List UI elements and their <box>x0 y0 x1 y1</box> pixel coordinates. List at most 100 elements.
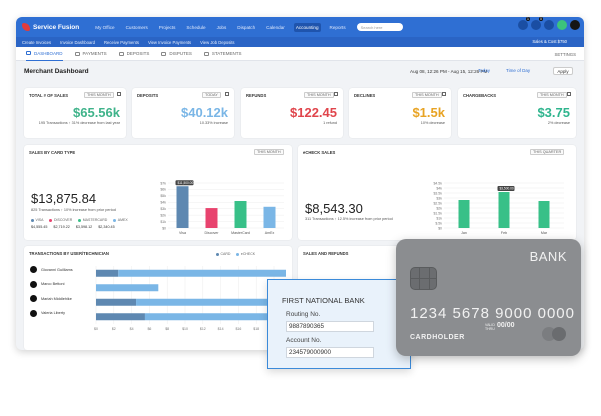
kpi-dropdown[interactable]: TODAY <box>202 92 221 98</box>
legend-item-discover: DISCOVER <box>49 218 72 222</box>
export-icon[interactable] <box>442 92 446 96</box>
nav-jobs[interactable]: Jobs <box>216 24 227 30</box>
y-tick-label: $4k <box>160 201 166 205</box>
y-tick-label: $7k <box>160 181 166 185</box>
bar-jan[interactable] <box>458 200 470 228</box>
nav-my-office[interactable]: My Office <box>95 24 115 30</box>
notifications-icon[interactable]: 1 <box>518 17 530 30</box>
bar-amex[interactable] <box>263 206 276 228</box>
x-tick-label: $2 <box>112 327 116 331</box>
panel-title: TRANSACTIONS BY USER/TECHNICIAN <box>29 251 109 256</box>
x-tick-label: AmEx <box>265 231 275 235</box>
network-circle-right <box>552 327 566 341</box>
subnav-create-invoices[interactable]: Create Invoices <box>22 39 52 45</box>
bar-card[interactable] <box>96 313 145 321</box>
nav-reports[interactable]: Reports <box>329 24 346 30</box>
bar-card[interactable] <box>96 269 119 277</box>
subnav-receive-payments[interactable]: Receive Payments <box>104 39 139 45</box>
avatar[interactable] <box>570 20 580 30</box>
subnav-view-invoice-payments[interactable]: View Invoice Payments <box>147 39 192 45</box>
subnav-invoice-dashboard[interactable]: Invoice Dashboard <box>60 39 96 45</box>
search-input[interactable]: Search here <box>356 23 403 31</box>
phone-icon[interactable] <box>544 20 554 30</box>
export-icon[interactable] <box>334 92 338 96</box>
x-tick-label: $4 <box>130 327 134 331</box>
kpi-deposits: DEPOSITS TODAY $40.12k 10.33% increase <box>132 88 234 138</box>
kpi-sub: 2% decrease <box>547 121 570 125</box>
nav-calendar[interactable]: Calendar <box>266 24 285 30</box>
bar-echeck[interactable] <box>144 313 274 321</box>
export-icon[interactable] <box>117 92 121 96</box>
status-icon[interactable] <box>557 20 567 30</box>
tab-payments[interactable]: PAYMENTS <box>74 47 107 61</box>
user-row[interactable]: Mariah Middlehike <box>30 295 72 302</box>
subnav-view-job-deposits[interactable]: View Job Deposits <box>200 39 235 45</box>
date-range[interactable]: Aug 08, 12:26 PM - Aug 15, 12:26 PM <box>410 69 488 74</box>
dashboard-icon <box>26 51 31 55</box>
bar-card[interactable] <box>96 298 137 306</box>
y-tick-label: $5k <box>160 194 166 198</box>
x-tick-label: $8 <box>165 327 169 331</box>
bar-discover[interactable] <box>205 208 218 228</box>
tab-label: STATEMENTS <box>211 51 242 56</box>
user-row[interactable]: Giovanni Guilliams <box>30 266 73 273</box>
bar-echeck[interactable] <box>96 284 159 292</box>
export-icon[interactable] <box>225 92 229 96</box>
legend-item-amex: AMEX <box>113 218 128 222</box>
x-tick-label: Jan <box>461 231 467 235</box>
nav-projects[interactable]: Projects <box>158 24 176 30</box>
period-select[interactable]: Today <box>478 68 491 73</box>
tab-statements[interactable]: STATEMENTS <box>203 47 242 61</box>
tooltip-box <box>175 180 194 186</box>
brand-logo[interactable]: Service Fusion <box>22 23 79 31</box>
statements-icon <box>203 51 209 56</box>
card-legend: VISA DISCOVER MASTERCARD AMEX <box>31 218 134 222</box>
legend-item-echeck: eCHECK <box>236 252 255 256</box>
bar-feb[interactable] <box>498 192 510 228</box>
nav-schedule[interactable]: Schedule <box>186 24 206 30</box>
account-number-field[interactable]: 234579000900 <box>286 347 374 358</box>
bar-mastercard[interactable] <box>234 201 247 228</box>
tooltip-box <box>497 186 515 191</box>
bar-echeck[interactable] <box>118 269 286 277</box>
kpi-dropdown[interactable]: THIS MONTH <box>412 92 442 98</box>
x-tick-label: $10 <box>182 327 188 331</box>
kpi-dropdown[interactable]: THIS MONTH <box>304 92 334 98</box>
page-title: Merchant Dashboard <box>24 68 89 75</box>
payments-icon <box>74 51 80 56</box>
settings-link[interactable]: SETTINGS <box>554 52 577 57</box>
tab-disputes[interactable]: DISPUTES <box>161 47 192 61</box>
tab-dashboard[interactable]: DASHBOARD <box>26 47 63 61</box>
kpi-chargebacks: CHARGEBACKS THIS MONTH $3.75 2% decrease <box>458 88 576 138</box>
user-avatar <box>30 295 37 302</box>
card-bank-name: BANK <box>529 249 567 264</box>
kpi-dropdown[interactable]: THIS MONTH <box>84 92 114 98</box>
export-icon[interactable] <box>567 92 571 96</box>
panel-title: SALES BY CARD TYPE <box>29 150 76 155</box>
bar-visa[interactable] <box>176 186 189 228</box>
sales-cost-link[interactable]: Sales & Cost $750 <box>532 39 567 44</box>
nav-dispatch[interactable]: Dispatch <box>237 24 256 30</box>
nav-customers[interactable]: Customers <box>125 24 148 30</box>
tab-deposits[interactable]: DEPOSITS <box>118 47 149 61</box>
nav-accounting[interactable]: Accounting <box>293 22 321 32</box>
chip-icon <box>410 267 437 290</box>
time-select[interactable]: Time of Day <box>506 68 531 73</box>
messages-icon[interactable]: 0 <box>531 17 543 30</box>
apply-button[interactable]: Apply <box>553 67 573 75</box>
bar-mar[interactable] <box>538 201 550 228</box>
card-network-logo-icon <box>542 327 568 341</box>
x-tick-label: $16 <box>235 327 241 331</box>
echeck-total: $8,543.30 <box>305 201 363 216</box>
routing-number-field[interactable]: 9887890365 <box>286 321 374 332</box>
panel-dropdown[interactable]: THIS QUARTER <box>530 149 565 155</box>
kpi-dropdown[interactable]: THIS MONTH <box>537 92 567 98</box>
echeck-sub: 311 Transactions ↑ 12.5% increase from p… <box>305 217 393 221</box>
bar-echeck[interactable] <box>136 298 286 306</box>
card-legend-values: $4,555.45 $2,719.22 $3,598.12 $2,340.45 <box>31 225 121 229</box>
user-row[interactable]: Marco Bettoni <box>30 280 64 288</box>
y-tick-label: $2k <box>160 213 166 217</box>
x-tick-label: Feb <box>501 231 507 235</box>
user-row[interactable]: Valeria Liberty <box>30 309 65 317</box>
panel-dropdown[interactable]: THIS MONTH <box>254 149 284 155</box>
